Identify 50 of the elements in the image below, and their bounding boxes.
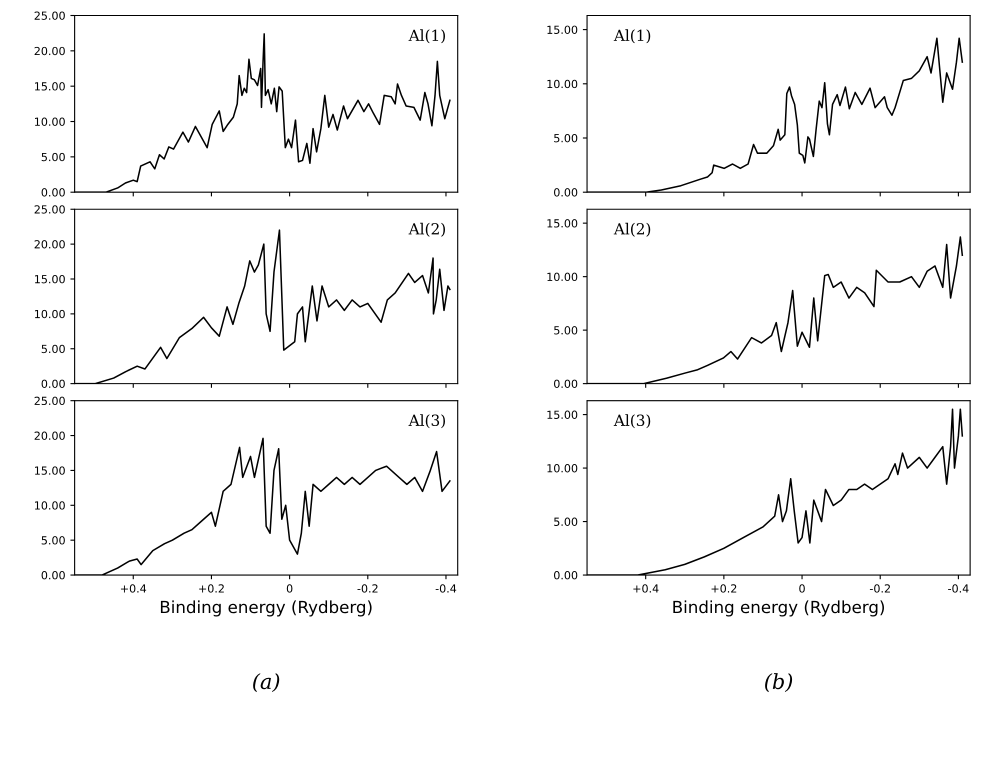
x-tick-label: -0.4 bbox=[948, 584, 969, 593]
x-tick-label: +0.2 bbox=[199, 584, 224, 593]
y-tick-label: 0.00 bbox=[554, 188, 578, 197]
x-tick-label: 0 bbox=[286, 584, 292, 593]
y-tick-label: 5.00 bbox=[554, 326, 578, 335]
y-tick-label: 10.00 bbox=[547, 464, 578, 472]
x-tick-label: -0.4 bbox=[436, 584, 456, 593]
y-tick-label: 25.00 bbox=[34, 396, 65, 406]
y-tick-label: 20.00 bbox=[34, 46, 65, 56]
y-tick-label: 10.00 bbox=[35, 117, 65, 126]
annotation: Al(2) bbox=[408, 222, 445, 237]
annotation: Al(3) bbox=[408, 414, 445, 428]
x-tick-label: +0.4 bbox=[633, 584, 659, 593]
y-tick-label: 15.00 bbox=[35, 82, 65, 91]
x-tick-label: -0.2 bbox=[358, 584, 378, 593]
y-tick-label: 15.00 bbox=[35, 466, 65, 475]
annotation: Al(1) bbox=[614, 29, 650, 44]
annotation: Al(3) bbox=[614, 414, 650, 428]
y-tick-label: 5.00 bbox=[42, 152, 65, 162]
y-tick-label: 0.00 bbox=[42, 380, 65, 388]
x-tick-label: -0.2 bbox=[870, 584, 890, 593]
x-axis-title: Binding energy (Rydberg) bbox=[160, 600, 372, 617]
y-tick-label: 15.00 bbox=[547, 26, 578, 34]
y-tick-label: 0.00 bbox=[42, 188, 65, 197]
y-tick-label: 5.00 bbox=[42, 536, 65, 545]
x-axis-title: Binding energy (Rydberg) bbox=[673, 600, 884, 617]
y-tick-label: 15.00 bbox=[547, 219, 578, 228]
y-tick-label: 10.00 bbox=[547, 272, 578, 282]
y-tick-label: 5.00 bbox=[554, 134, 578, 142]
y-tick-label: 20.00 bbox=[34, 432, 65, 440]
y-tick-label: 15.00 bbox=[547, 410, 578, 419]
annotation: Al(2) bbox=[614, 222, 650, 237]
y-tick-label: 10.00 bbox=[35, 501, 65, 510]
y-tick-label: 25.00 bbox=[34, 205, 65, 214]
y-tick-label: 20.00 bbox=[34, 240, 65, 249]
y-tick-label: 0.00 bbox=[42, 571, 65, 580]
y-tick-label: 0.00 bbox=[554, 380, 578, 388]
y-tick-label: 5.00 bbox=[554, 518, 578, 526]
x-tick-label: 0 bbox=[799, 584, 805, 593]
x-tick-label: +0.4 bbox=[120, 584, 146, 593]
y-tick-label: 5.00 bbox=[42, 344, 65, 354]
y-tick-label: 25.00 bbox=[34, 11, 65, 20]
text: (b) bbox=[765, 673, 792, 692]
annotation: Al(1) bbox=[408, 29, 445, 44]
y-tick-label: 10.00 bbox=[547, 80, 578, 88]
x-tick-label: +0.2 bbox=[712, 584, 736, 593]
text: (a) bbox=[253, 673, 280, 692]
y-tick-label: 10.00 bbox=[35, 310, 65, 318]
y-tick-label: 15.00 bbox=[35, 274, 65, 284]
y-tick-label: 0.00 bbox=[554, 571, 578, 580]
